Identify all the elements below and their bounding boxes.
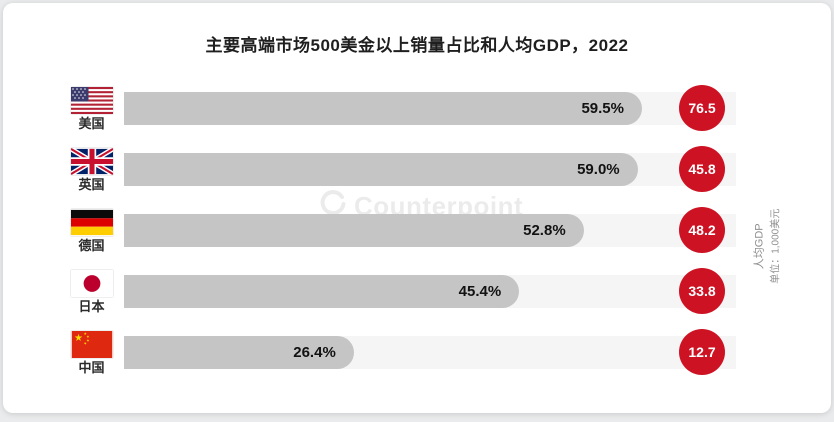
bar-track: 45.4% 33.8 (124, 268, 736, 314)
share-bar: 26.4% (124, 335, 354, 369)
share-value-label: 59.5% (581, 99, 624, 117)
bar-track: 26.4% 12.7 (124, 329, 736, 375)
flag-cell: 美国 (63, 86, 120, 131)
bar-track: 59.0% 45.8 (124, 146, 736, 192)
china-flag-icon (71, 330, 113, 358)
gdp-circle: 12.7 (679, 329, 725, 375)
flag-cell: 中国 (63, 330, 120, 375)
country-label: 日本 (78, 298, 105, 314)
gdp-value-label: 12.7 (688, 344, 716, 360)
country-label: 英国 (78, 176, 105, 192)
share-value-label: 59.0% (577, 160, 620, 178)
bar-track: 59.5% 76.5 (124, 85, 736, 131)
counterpoint-logo-icon (318, 189, 348, 224)
country-label: 德国 (78, 237, 105, 253)
flag-cell: 英国 (63, 147, 120, 192)
share-value-label: 45.4% (458, 282, 502, 300)
right-axis-unit: 单位：1,000美元 (770, 208, 782, 284)
gdp-value-label: 45.8 (688, 161, 716, 177)
gdp-circle: 45.8 (679, 146, 725, 192)
share-bar: 45.4% (124, 274, 520, 308)
share-bar: 59.0% (124, 152, 638, 186)
gdp-circle: 48.2 (679, 207, 725, 253)
gdp-value-label: 33.8 (688, 283, 716, 299)
flag-cell: 德国 (63, 209, 120, 252)
bar-track: 52.8% 48.2 (124, 207, 736, 253)
germany-flag-icon (70, 209, 113, 236)
chart-card: 主要高端市场500美金以上销量占比和人均GDP，2022 Counterpoin… (3, 3, 831, 413)
share-value-label: 26.4% (293, 343, 336, 361)
japan-flag-icon (71, 269, 113, 297)
chart-title: 主要高端市场500美金以上销量占比和人均GDP，2022 (205, 36, 629, 55)
share-bar: 52.8% (124, 213, 584, 247)
right-axis-title: 人均GDP (753, 223, 766, 270)
us-flag-icon (70, 86, 113, 114)
share-bar: 59.5% (124, 91, 642, 125)
chart-row: 英国 59.0% 45.8 (3, 145, 831, 193)
chart-row: 美国 59.5% 76.5 (3, 84, 831, 132)
gdp-value-label: 76.5 (688, 100, 716, 116)
country-label: 美国 (78, 115, 105, 131)
country-label: 中国 (78, 359, 105, 375)
share-value-label: 52.8% (523, 221, 566, 239)
chart-row: 中国 26.4% 12.7 (3, 328, 831, 376)
flag-cell: 日本 (63, 269, 120, 314)
chart-row: 日本 45.4% 33.8 (3, 267, 831, 315)
right-axis-label: 人均GDP 单位：1,000美元 (752, 171, 785, 321)
gdp-circle: 33.8 (679, 268, 725, 314)
rows: 美国 59.5% 76.5 英国 59.0% 45.8 德国 (3, 84, 831, 389)
gdp-value-label: 48.2 (688, 222, 716, 238)
uk-flag-icon (70, 147, 113, 175)
gdp-circle: 76.5 (679, 85, 725, 131)
chart-row: 德国 52.8% 48.2 (3, 206, 831, 254)
